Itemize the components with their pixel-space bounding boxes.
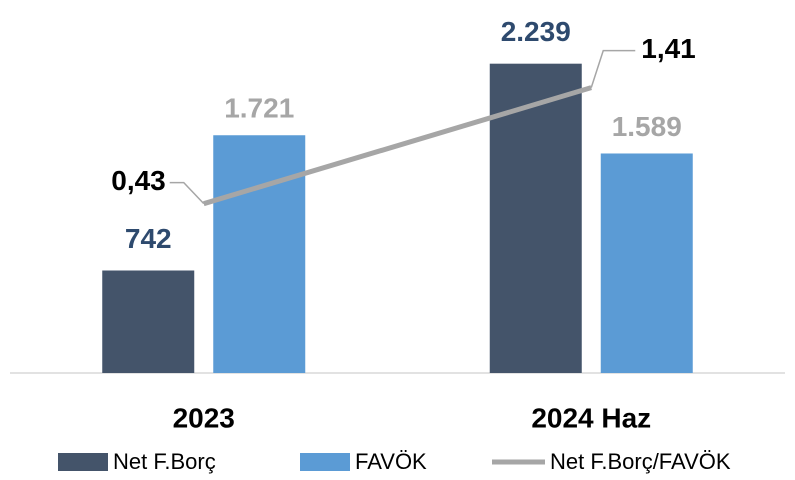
x-tick-label: 2023 xyxy=(173,402,235,433)
bar xyxy=(213,135,306,373)
legend-label: Net F.Borç/FAVÖK xyxy=(550,449,731,474)
legend-label: Net F.Borç xyxy=(113,449,216,474)
bar-value-label: 1.721 xyxy=(224,93,294,124)
line xyxy=(203,85,592,207)
bar xyxy=(600,153,693,373)
bar-value-label: 742 xyxy=(125,223,172,254)
legend-label: FAVÖK xyxy=(355,449,427,474)
bar-value-label: 1.589 xyxy=(612,111,682,142)
leader-line xyxy=(169,181,205,205)
x-tick-label: 2024 Haz xyxy=(531,402,651,433)
bar xyxy=(489,63,582,374)
line-value-label: 0,43 xyxy=(111,165,166,196)
legend-swatch xyxy=(58,453,108,471)
legend-swatch xyxy=(300,453,350,471)
leader-line xyxy=(590,49,636,88)
bar-value-label: 2.239 xyxy=(501,16,571,47)
line-value-label: 1,41 xyxy=(641,33,696,64)
bar xyxy=(102,270,195,373)
